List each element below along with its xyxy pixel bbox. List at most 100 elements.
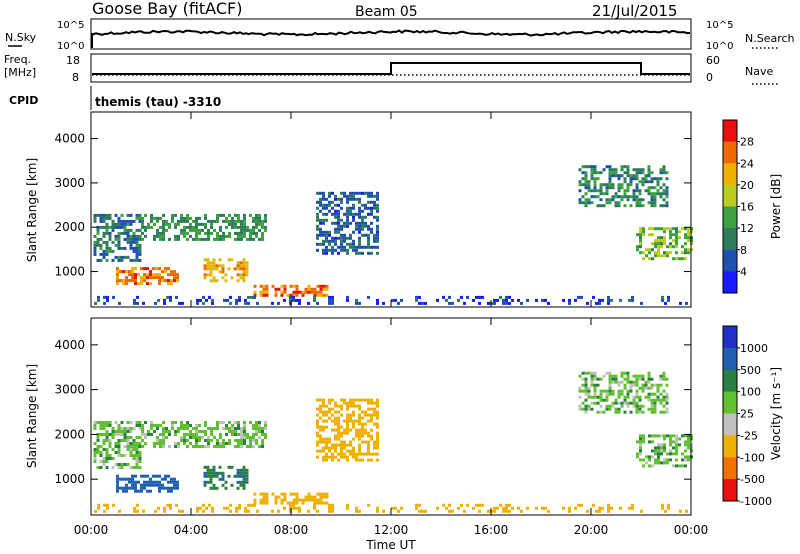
data-cell bbox=[660, 461, 663, 465]
data-cell bbox=[361, 227, 364, 231]
data-cell bbox=[653, 383, 657, 387]
data-cell bbox=[143, 483, 146, 487]
data-cell bbox=[111, 225, 115, 229]
data-cell bbox=[325, 203, 328, 207]
data-cell bbox=[280, 284, 284, 288]
data-cell bbox=[135, 442, 139, 445]
data-cell bbox=[103, 503, 106, 507]
data-cell bbox=[156, 228, 159, 232]
data-cell bbox=[590, 165, 594, 169]
data-cell bbox=[307, 284, 311, 288]
data-cell bbox=[230, 465, 234, 469]
data-cell bbox=[639, 251, 642, 255]
data-cell bbox=[292, 298, 295, 302]
data-cell bbox=[641, 183, 645, 187]
data-cell bbox=[116, 489, 119, 493]
data-cell bbox=[635, 407, 639, 411]
data-cell bbox=[322, 197, 325, 201]
data-cell bbox=[593, 186, 597, 190]
data-cell bbox=[131, 483, 134, 487]
data-cell bbox=[499, 295, 502, 299]
data-cell bbox=[224, 279, 228, 283]
data-cell bbox=[614, 204, 618, 208]
data-cell bbox=[238, 298, 241, 302]
data-cell bbox=[349, 443, 352, 447]
data-cell bbox=[358, 224, 361, 228]
data-cell bbox=[587, 395, 591, 399]
data-cell bbox=[227, 474, 231, 478]
data-cell bbox=[361, 398, 364, 402]
data-cell bbox=[581, 389, 585, 393]
data-cell bbox=[346, 431, 349, 435]
data-cell bbox=[355, 191, 358, 195]
data-cell bbox=[122, 477, 125, 481]
data-cell bbox=[631, 506, 634, 510]
data-cell bbox=[126, 445, 130, 448]
data-cell bbox=[144, 436, 147, 439]
data-cell bbox=[225, 433, 228, 436]
data-cell bbox=[659, 186, 663, 190]
data-cell bbox=[236, 261, 240, 265]
data-cell bbox=[245, 264, 249, 268]
data-cell bbox=[687, 443, 690, 447]
data-cell bbox=[653, 392, 657, 396]
data-cell bbox=[631, 298, 634, 302]
colorbar-tick-label: 4 bbox=[740, 265, 747, 278]
data-cell bbox=[639, 437, 642, 441]
data-cell bbox=[647, 165, 651, 169]
data-cell bbox=[126, 463, 130, 466]
data-cell bbox=[331, 298, 334, 302]
data-cell bbox=[289, 295, 292, 299]
data-cell bbox=[662, 183, 666, 187]
data-cell bbox=[221, 474, 225, 478]
data-cell bbox=[684, 257, 687, 261]
data-cell bbox=[651, 455, 654, 459]
data-cell bbox=[199, 298, 202, 302]
data-cell bbox=[319, 425, 322, 429]
data-cell bbox=[367, 449, 370, 453]
data-cell bbox=[225, 216, 228, 220]
data-cell bbox=[370, 200, 373, 204]
data-cell bbox=[656, 398, 660, 402]
data-cell bbox=[242, 486, 246, 490]
data-cell bbox=[334, 194, 337, 198]
data-cell bbox=[99, 225, 103, 229]
data-cell bbox=[608, 380, 612, 384]
data-cell bbox=[225, 234, 228, 238]
data-cell bbox=[141, 427, 144, 430]
data-cell bbox=[203, 264, 207, 268]
data-cell bbox=[340, 227, 343, 231]
data-cell bbox=[156, 216, 159, 220]
data-cell bbox=[667, 295, 670, 299]
data-cell bbox=[659, 204, 663, 208]
data-cell bbox=[364, 410, 367, 414]
data-cell bbox=[661, 503, 664, 507]
data-cell bbox=[496, 298, 499, 302]
data-cell bbox=[253, 498, 257, 502]
data-cell bbox=[647, 180, 651, 184]
data-cell bbox=[235, 506, 238, 510]
data-cell bbox=[614, 374, 618, 378]
data-cell bbox=[340, 398, 343, 402]
data-cell bbox=[659, 168, 663, 172]
data-cell bbox=[608, 389, 612, 393]
data-cell bbox=[653, 407, 657, 411]
data-cell bbox=[352, 239, 355, 243]
data-cell bbox=[358, 245, 361, 249]
data-cell bbox=[340, 404, 343, 408]
data-cell bbox=[511, 506, 514, 510]
data-cell bbox=[675, 458, 678, 462]
data-cell bbox=[93, 448, 97, 451]
data-cell bbox=[216, 234, 219, 238]
freq-tick-bottom: 8 bbox=[72, 71, 79, 84]
data-cell bbox=[355, 221, 358, 225]
data-cell bbox=[370, 221, 373, 225]
data-cell bbox=[662, 371, 666, 375]
data-cell bbox=[307, 495, 311, 499]
data-cell bbox=[505, 298, 508, 302]
data-cell bbox=[167, 486, 170, 490]
data-cell bbox=[418, 295, 421, 299]
data-cell bbox=[222, 442, 225, 445]
data-cell bbox=[367, 239, 370, 243]
data-cell bbox=[144, 213, 147, 217]
